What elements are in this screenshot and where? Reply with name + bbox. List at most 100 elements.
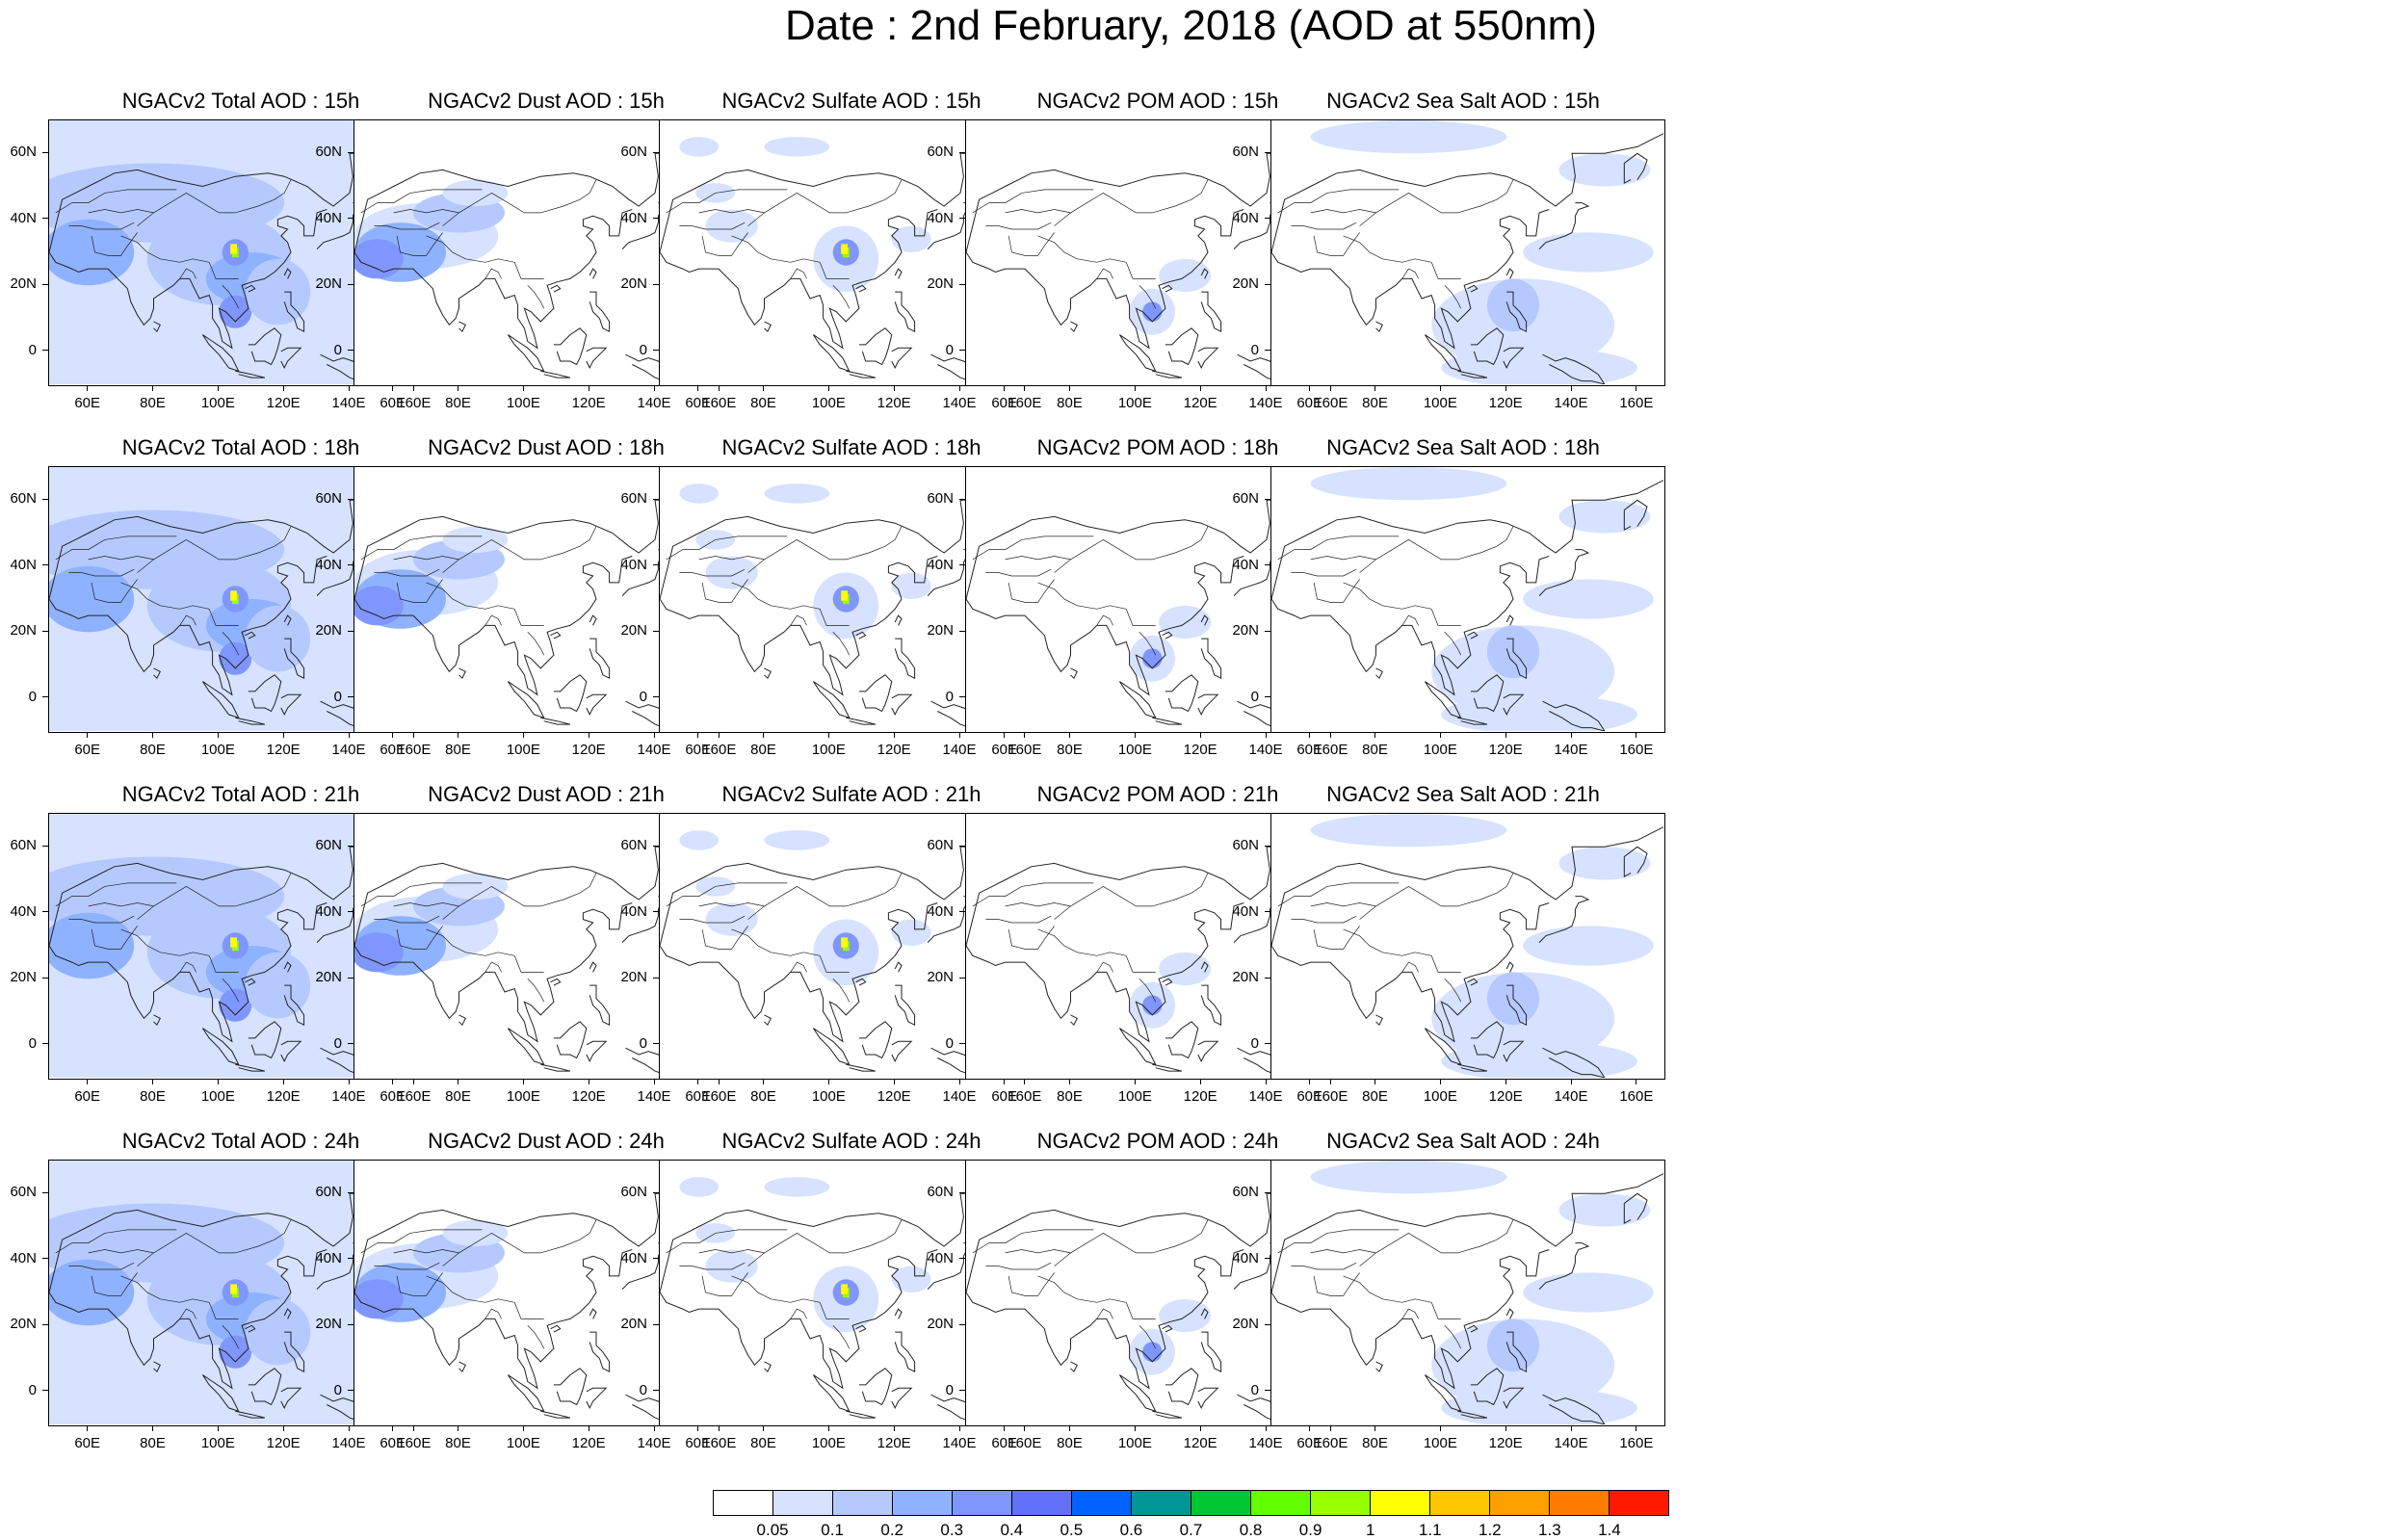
country-border <box>374 915 440 924</box>
country-border <box>985 222 1052 230</box>
aod-plume <box>1142 648 1163 668</box>
country-border <box>88 1249 154 1254</box>
coastline <box>245 978 256 986</box>
x-tick-mark <box>1004 1079 1006 1084</box>
x-tick-mark <box>1199 385 1201 391</box>
country-border <box>426 928 515 956</box>
coastline <box>1152 1063 1183 1072</box>
panel-title: NGACv2 Dust AOD : 15h <box>428 89 665 113</box>
country-border <box>1037 928 1127 956</box>
country-border <box>1310 902 1376 907</box>
coastline <box>589 961 597 973</box>
coastline <box>1623 1192 1648 1224</box>
y-tick-label: 0 <box>1250 1034 1259 1052</box>
aod-hotspot <box>230 244 237 254</box>
colorbar-label: 1.2 <box>1478 1521 1502 1539</box>
country-border <box>1313 926 1360 950</box>
x-tick-mark <box>152 732 154 738</box>
y-tick-label: 60N <box>1232 490 1259 508</box>
y-tick-mark <box>348 1043 353 1045</box>
country-border <box>374 568 440 577</box>
y-tick-mark <box>1265 977 1270 979</box>
x-tick-label: 120E <box>1183 1088 1217 1105</box>
coastline <box>855 978 867 986</box>
x-tick-mark <box>1265 1079 1267 1084</box>
coastline <box>153 321 161 333</box>
coastline <box>1197 693 1219 717</box>
x-tick-label: 80E <box>445 1088 471 1105</box>
x-tick-label: 160E <box>1619 1435 1654 1451</box>
country-border <box>513 1302 544 1319</box>
aod-plume <box>891 1266 931 1292</box>
panel-title: NGACv2 Sea Salt AOD : 18h <box>1326 435 1600 459</box>
coastline <box>1424 334 1462 373</box>
country-border <box>1401 268 1419 279</box>
y-tick-label: 40N <box>315 902 342 920</box>
y-tick-mark <box>42 1390 48 1392</box>
aod-map <box>354 480 746 731</box>
x-tick-mark <box>348 1425 350 1431</box>
x-tick-mark <box>719 1425 720 1431</box>
y-tick-mark <box>348 696 353 698</box>
country-border <box>747 1219 903 1266</box>
x-tick-mark <box>1439 385 1441 391</box>
country-border <box>1359 873 1514 920</box>
x-tick-label: 60E <box>991 1088 1018 1105</box>
colorbar-label: 1 <box>1365 1521 1375 1539</box>
x-tick-label: 80E <box>750 1435 776 1451</box>
x-tick-mark <box>522 1425 524 1431</box>
coastline <box>1505 1331 1528 1373</box>
panel-title: NGACv2 Sulfate AOD : 24h <box>721 1129 982 1153</box>
country-border <box>985 915 1052 924</box>
country-border <box>137 1219 292 1266</box>
y-tick-mark <box>42 911 48 913</box>
colorbar-label: 0.2 <box>880 1521 903 1539</box>
y-tick-mark <box>348 350 353 352</box>
x-tick-label: 120E <box>571 742 606 758</box>
coastline <box>586 693 608 717</box>
aod-plume <box>49 565 135 633</box>
country-border <box>91 579 138 603</box>
x-tick-label: 60E <box>74 742 101 758</box>
coastline <box>1505 291 1528 333</box>
country-border <box>1008 232 1055 256</box>
country-border <box>68 915 135 924</box>
coastline <box>1375 1361 1383 1373</box>
map-panel-seasalt-18h: NGACv2 Sea Salt AOD : 18h 60N 40N 20N 0 60E 80… <box>1232 435 1736 782</box>
country-border <box>91 1272 138 1296</box>
coastline <box>894 614 903 626</box>
coastline <box>1070 1014 1078 1027</box>
y-tick-label: 40N <box>315 1249 342 1266</box>
coastline <box>589 1331 611 1373</box>
x-tick-mark <box>1024 732 1026 738</box>
coastline <box>507 681 545 719</box>
aod-plume <box>764 137 830 157</box>
coastline <box>458 321 466 333</box>
x-tick-label: 100E <box>1423 1435 1457 1451</box>
y-tick-mark <box>1265 1043 1270 1045</box>
coastline <box>589 268 597 279</box>
country-border <box>396 232 443 256</box>
y-tick-label: 60N <box>10 490 37 508</box>
coastline <box>1505 961 1514 973</box>
x-tick-label: 120E <box>266 742 301 758</box>
y-tick-mark <box>959 283 965 285</box>
coastline <box>1623 152 1648 184</box>
x-tick-mark <box>1570 385 1572 391</box>
coastline <box>894 984 916 1027</box>
coastline <box>1165 674 1199 713</box>
x-tick-mark <box>413 1079 415 1084</box>
coastline <box>1457 1063 1488 1072</box>
x-tick-label: 80E <box>1362 395 1388 411</box>
y-tick-mark <box>959 696 965 698</box>
x-tick-mark <box>87 385 89 391</box>
x-tick-label: 100E <box>1423 395 1457 411</box>
aod-plume <box>891 572 931 599</box>
country-border <box>137 526 292 573</box>
x-tick-mark <box>1199 1425 1201 1431</box>
aod-map <box>660 480 1052 731</box>
y-tick-label: 0 <box>945 1034 954 1052</box>
y-tick-label: 40N <box>927 556 954 573</box>
coastline <box>858 674 893 713</box>
coastline <box>201 1028 240 1066</box>
